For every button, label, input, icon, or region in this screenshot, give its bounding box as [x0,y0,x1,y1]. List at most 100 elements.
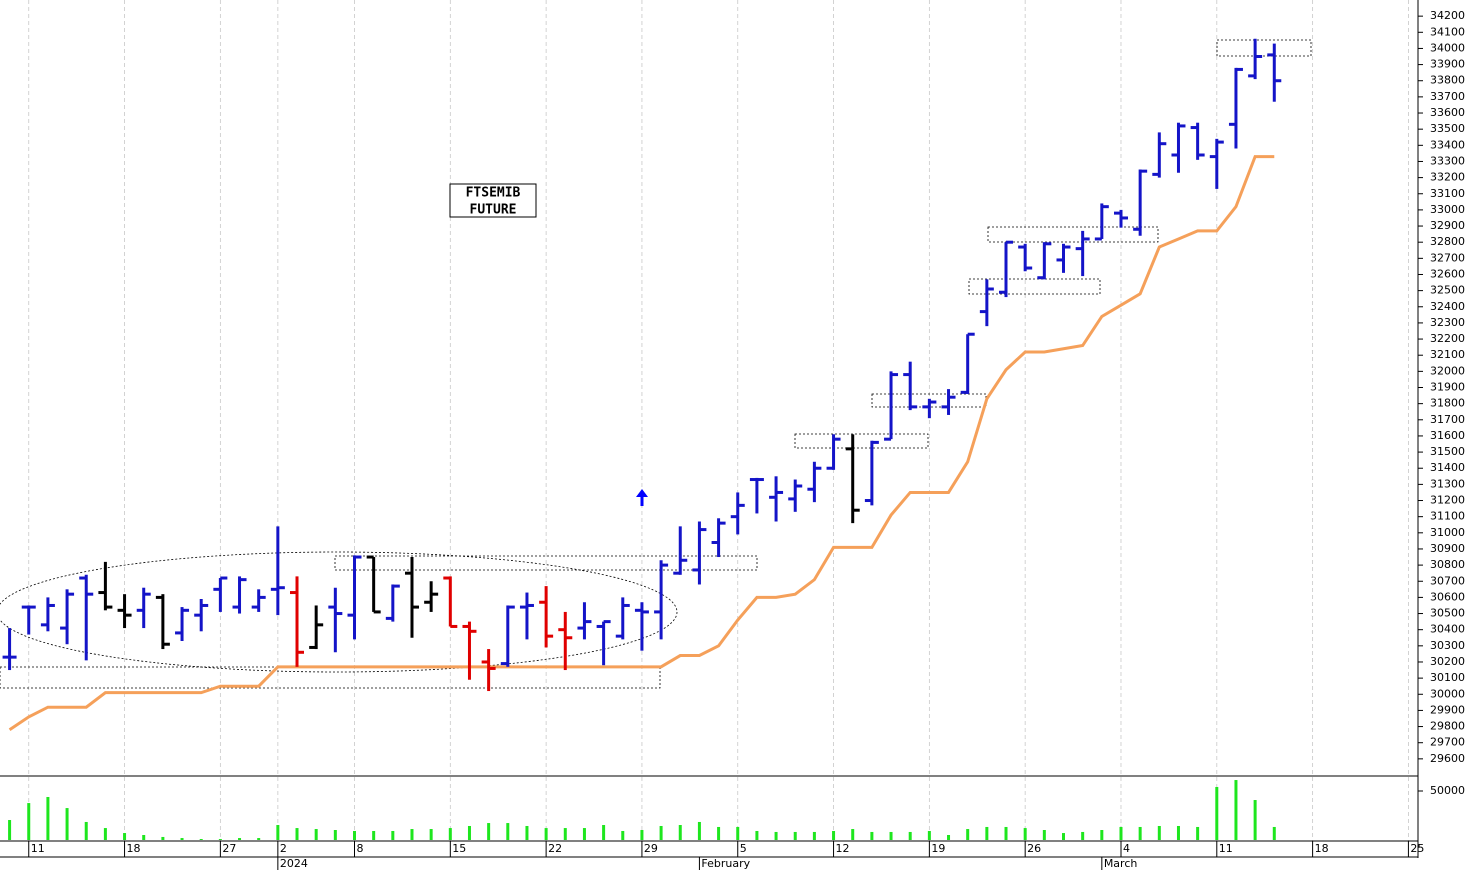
ohlc-bar [1037,242,1052,280]
volume-bar [276,825,280,840]
x-tick-label: 18 [127,842,141,855]
volume-bar [429,829,433,840]
ohlc-bar [654,560,669,640]
volume-bar [1196,826,1200,840]
y-tick-label: 32300 [1430,316,1465,329]
volume-bar [582,828,586,840]
volume-bar [659,825,663,840]
range-box [968,278,1101,295]
ohlc-bar [692,521,707,585]
x-tick-label: 15 [452,842,466,855]
volume-bar [889,831,893,840]
volume-bar [1004,826,1008,840]
ohlc-bar [769,476,784,522]
y-tick-label: 32500 [1430,284,1465,297]
x-tick-label: 26 [1027,842,1041,855]
y-tick-label: 30100 [1430,671,1465,684]
ohlc-bar [1056,243,1071,273]
volume-bar [1062,833,1065,840]
volume-bar [467,825,471,840]
ohlc-bar [117,594,132,629]
ohlc-bar [807,461,822,503]
grid [28,0,1409,841]
ohlc-bar [270,526,285,616]
ohlc-bar [385,584,400,622]
y-tick-label: 31600 [1430,429,1465,442]
volume-bar [832,830,836,840]
ohlc-bar [366,555,381,614]
y-tick-label: 33300 [1430,154,1465,167]
y-tick-label: 33600 [1430,106,1465,119]
ohlc-bar [79,574,94,661]
volume-bar [103,828,107,840]
x-tick-label: 5 [740,842,747,855]
ohlc-bar [826,434,841,470]
volume-bar [8,820,12,840]
volume-bar [506,823,510,840]
volume-bar [793,831,797,840]
y-tick-label: 31700 [1430,413,1465,426]
title-box [449,183,537,218]
y-tick-label: 32900 [1430,219,1465,232]
y-tick-label: 34200 [1430,9,1465,22]
volume-bar [927,830,931,840]
volume-bar [372,830,376,840]
volume-bar [717,826,721,840]
ohlc-bar [539,586,554,648]
arrow-head [636,489,648,497]
volume-bar [295,828,299,840]
volume-bar [487,823,491,840]
volume-bar [755,830,759,840]
volume-bar [544,828,548,840]
range-box [987,226,1159,243]
ohlc-bar [136,587,151,629]
x-tick-label: February [701,857,750,870]
ohlc-bar [290,576,305,667]
ohlc-bar [788,479,803,512]
x-tick-label: 19 [931,842,945,855]
x-tick-label: 27 [222,842,236,855]
ohlc-bar [960,332,975,394]
volume-bar [1176,825,1180,840]
ohlc-bar [443,576,458,628]
volume-bar [640,830,644,840]
y-tick-label: 32000 [1430,364,1465,377]
ohlc-bar [864,440,879,506]
volume-bar [1157,825,1161,840]
ohlc-bar [596,620,611,666]
y-tick-label: 30300 [1430,639,1465,652]
y-tick-label: 32700 [1430,251,1465,264]
x-tick-label: 8 [357,842,364,855]
y-tick-label: 31400 [1430,461,1465,474]
y-tick-label: 32200 [1430,332,1465,345]
volume-bar [27,803,31,840]
x-tick-label: 25 [1410,842,1424,855]
volume-bar [1234,780,1238,840]
ohlc-bar [615,597,630,640]
volume-bar [199,839,203,840]
volume-bar [985,826,989,840]
ohlc-bar [98,561,113,611]
volume-bar [448,828,452,840]
ohlc-bar [1209,138,1224,189]
ohlc-bar [1018,243,1033,272]
y-tick-label: 33000 [1430,203,1465,216]
ohlc-bar [519,592,534,640]
x-tick-label: 18 [1315,842,1329,855]
y-tick-label: 31500 [1430,445,1465,458]
volume-bar [1081,831,1085,840]
ohlc-bar [903,361,918,411]
range-box [1216,39,1312,57]
range-box [334,555,758,571]
ohlc-bar [424,581,439,612]
volume-bar [1023,828,1027,840]
x-tick-label: 11 [31,842,45,855]
up-arrow [636,489,648,506]
volume-bar [123,833,127,840]
y-tick-label: 33700 [1430,90,1465,103]
y-tick-label: 30500 [1430,607,1465,620]
ohlc-bar [1133,169,1148,236]
y-tick-label: 34100 [1430,25,1465,38]
x-tick-label: March [1104,857,1138,870]
x-tick-label: 4 [1123,842,1130,855]
